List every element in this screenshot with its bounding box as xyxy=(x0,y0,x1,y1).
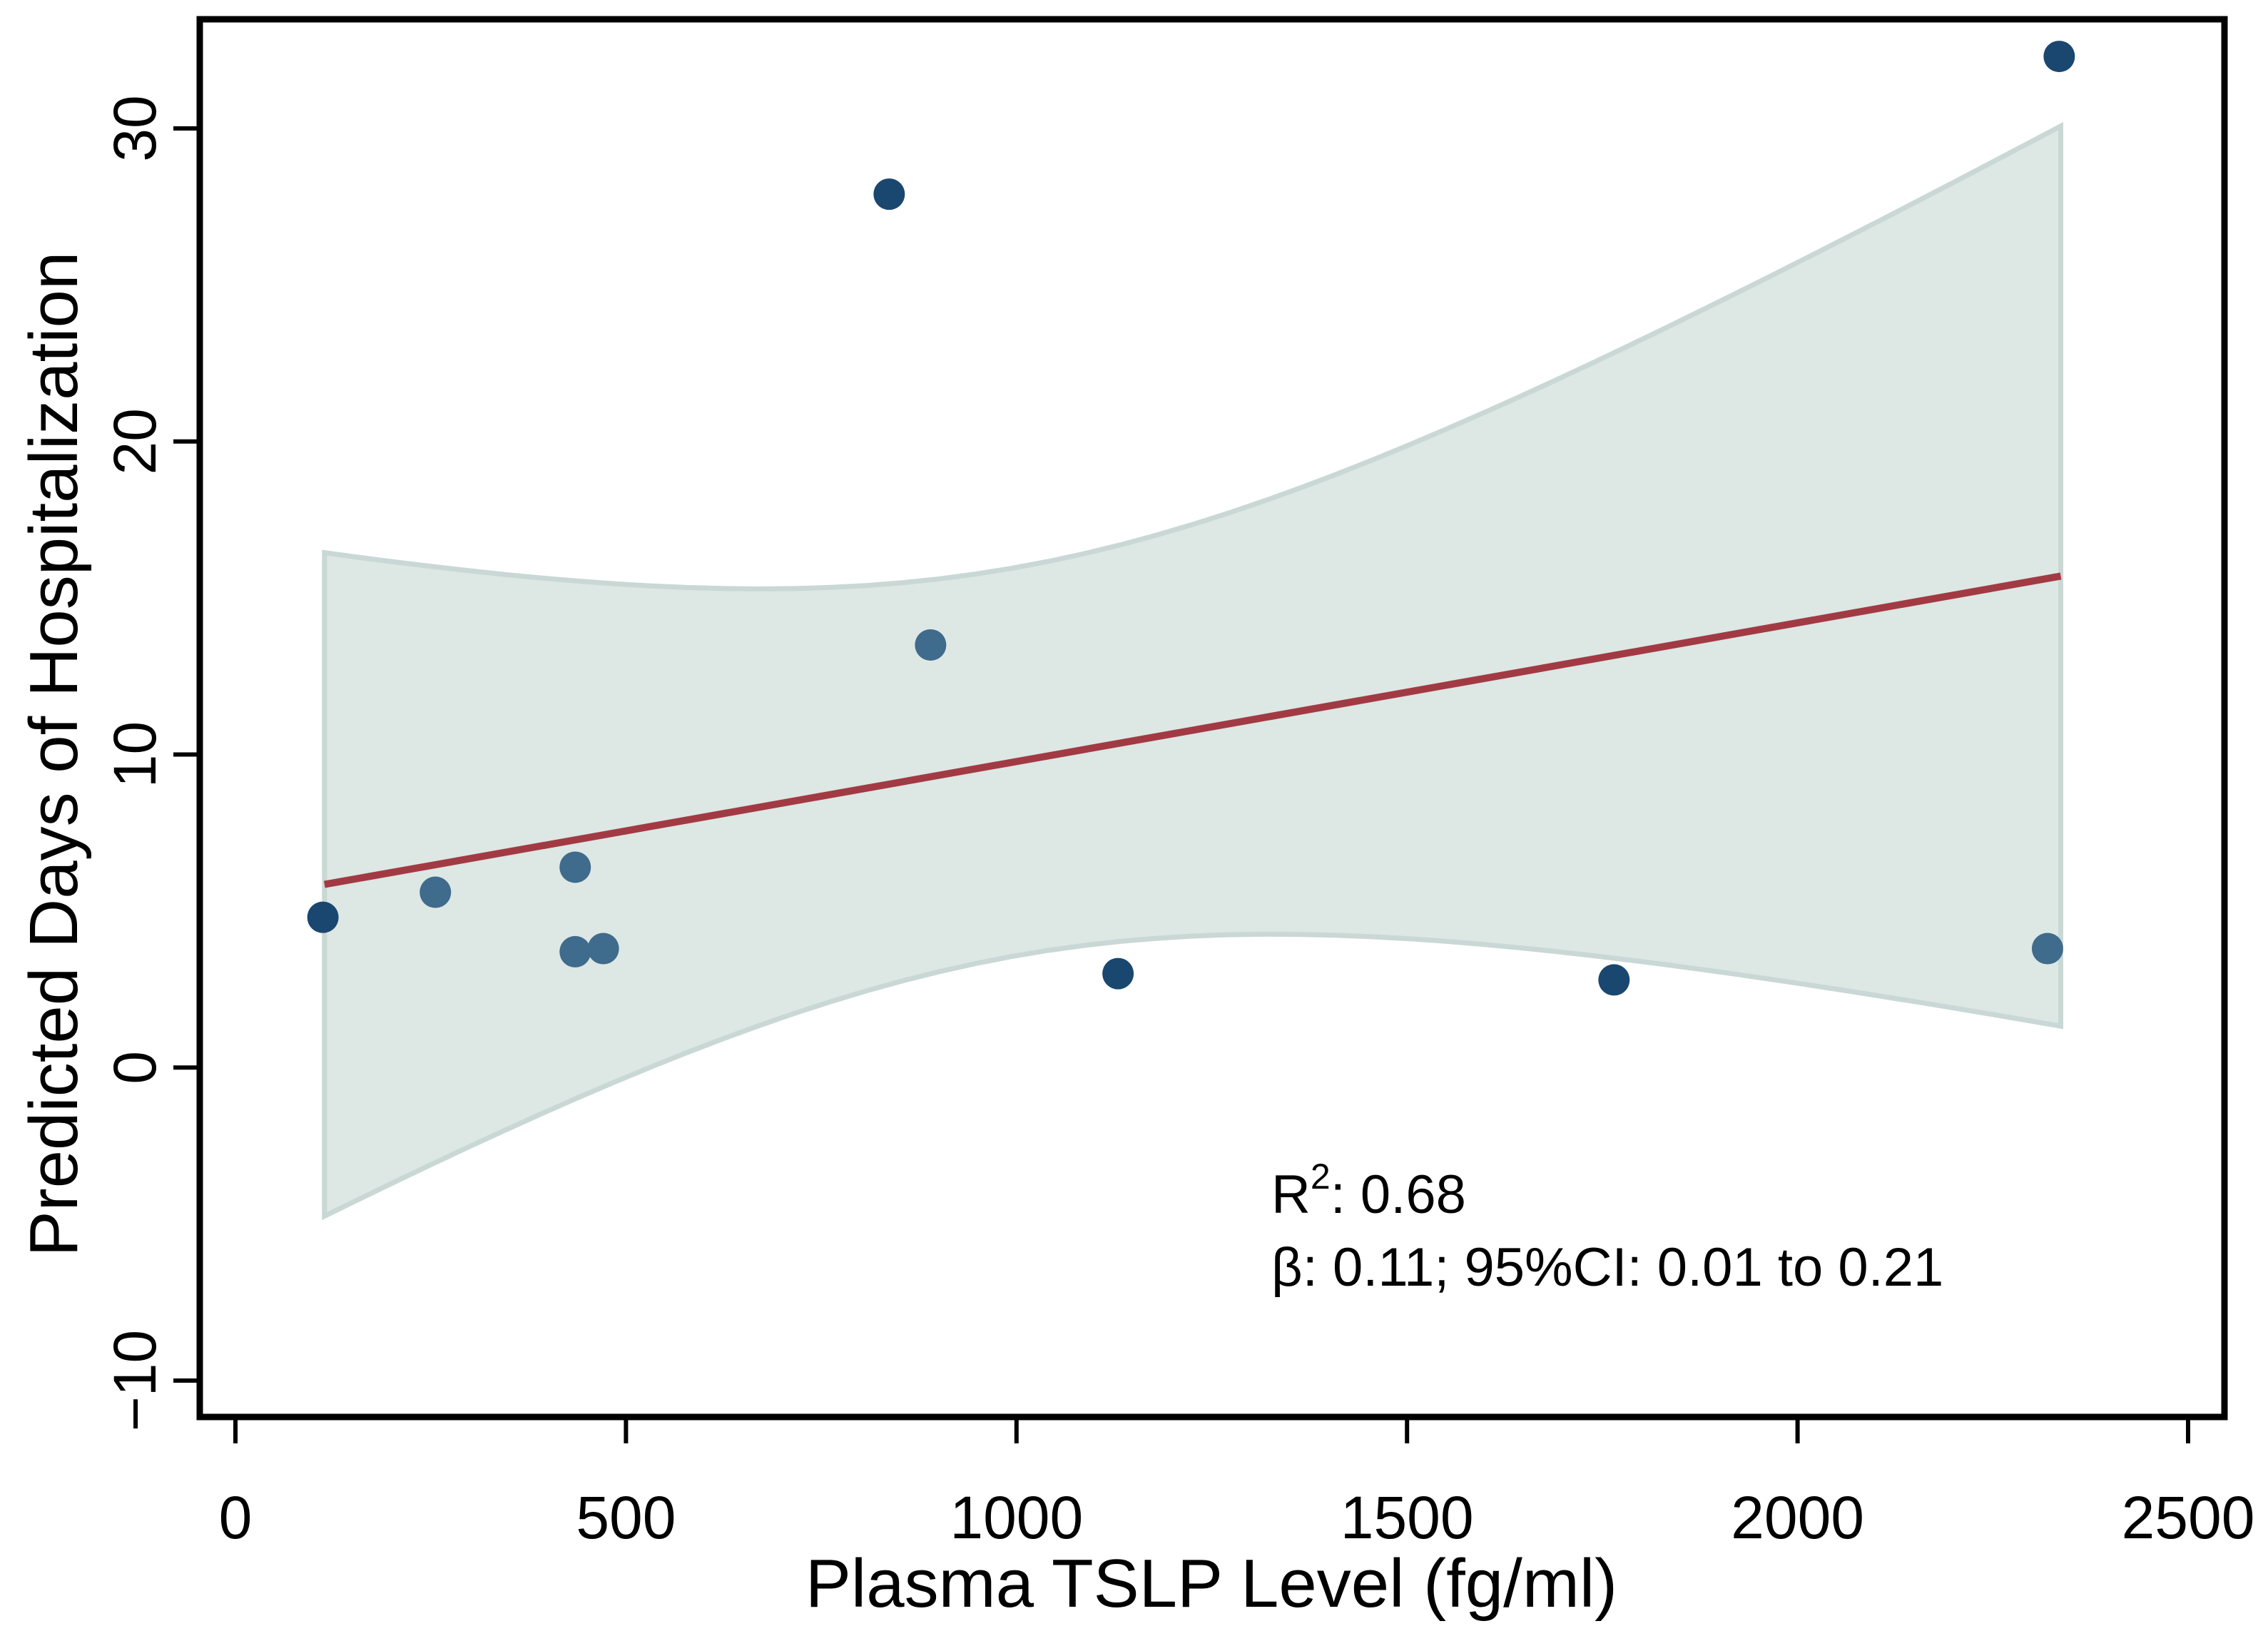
data-point xyxy=(873,178,905,210)
x-axis-title: Plasma TSLP Level (fg/ml) xyxy=(805,1545,1617,1622)
y-axis-tick-label: −10 xyxy=(101,1330,168,1432)
x-axis-tick-label: 1500 xyxy=(1341,1484,1474,1551)
fit-line-layer xyxy=(323,572,2062,888)
y-axis-tick-label: 0 xyxy=(101,1051,168,1084)
stats-annotation: R2: 0.68 β: 0.11; 95%CI: 0.01 to 0.21 xyxy=(1271,1157,1943,1298)
data-point xyxy=(559,935,591,967)
ci-band-layer xyxy=(322,122,2063,1221)
y-axis-tick-label: 20 xyxy=(101,408,168,474)
x-axis-tick-label: 1000 xyxy=(950,1484,1083,1551)
regression-line xyxy=(323,572,2062,888)
data-point xyxy=(419,876,452,908)
beta-ci-text: β: 0.11; 95%CI: 0.01 to 0.21 xyxy=(1271,1237,1943,1298)
data-points-layer xyxy=(307,41,2075,996)
x-axis-tick-label: 2500 xyxy=(2122,1484,2255,1551)
data-point xyxy=(915,629,947,661)
y-axis-title: Predicted Days of Hospitalization xyxy=(16,252,92,1257)
data-point xyxy=(1598,964,1630,996)
axes-layer: 0 500 1000 1500 2000 2500 −10 0 10 20 30 xyxy=(101,95,2254,1551)
data-point xyxy=(2043,41,2075,73)
x-axis-tick-label: 0 xyxy=(219,1484,253,1551)
r-squared-text: R2: 0.68 xyxy=(1271,1157,1466,1225)
confidence-band xyxy=(322,122,2063,1221)
data-point xyxy=(559,851,591,883)
data-point xyxy=(307,901,339,933)
x-axis-tick-label: 2000 xyxy=(1731,1484,1864,1551)
data-point xyxy=(1102,957,1134,990)
y-axis-tick-label: 30 xyxy=(101,95,168,161)
y-axis-tick-label: 10 xyxy=(101,721,168,788)
x-axis-tick-label: 500 xyxy=(576,1484,676,1551)
data-point xyxy=(587,933,619,965)
data-point xyxy=(2031,933,2063,965)
plot-frame-layer xyxy=(196,16,2228,1421)
plot-frame xyxy=(196,16,2228,1421)
